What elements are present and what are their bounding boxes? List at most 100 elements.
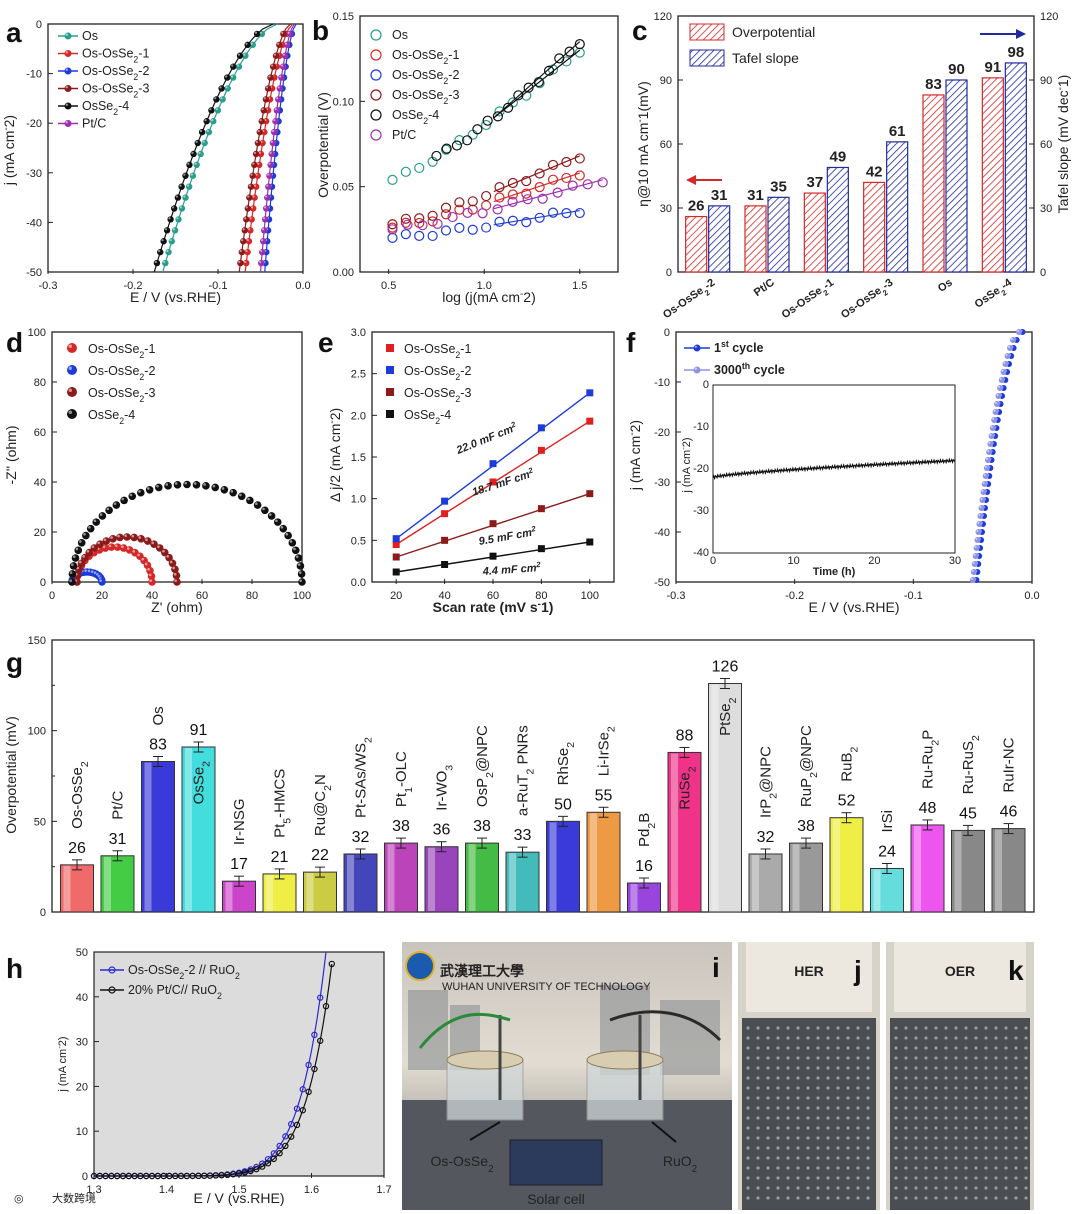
panel-d-point <box>173 481 182 489</box>
gas-bubble <box>904 1066 908 1070</box>
gas-bubble <box>1004 1166 1008 1170</box>
gas-bubble <box>796 1056 800 1060</box>
panel-f-point-highlight <box>970 577 973 580</box>
gas-bubble <box>786 1036 790 1040</box>
panel-d-point-highlight <box>151 541 155 545</box>
panel-a-point <box>167 216 174 223</box>
panel-h-point <box>299 1107 306 1114</box>
panel-g: 0 50 100 150 Overpotential (mV) g 26 Os-OsSe2 31… <box>3 635 1035 919</box>
panel-a-point <box>252 150 260 158</box>
panel-d-point <box>220 485 229 494</box>
gas-bubble <box>974 1176 978 1180</box>
panel-b-point <box>554 53 565 64</box>
panel-a-point-highlight <box>254 31 258 34</box>
gas-bubble <box>766 1056 770 1060</box>
panel-e-point <box>586 538 594 546</box>
panel-c-y-tick: 0 <box>666 267 672 279</box>
bar-sheen <box>873 869 881 911</box>
gas-bubble <box>914 1156 918 1160</box>
gas-bubble <box>856 1036 860 1040</box>
gas-bubble <box>746 1116 750 1120</box>
panel-a-curve <box>153 23 274 273</box>
overpotential-bar <box>262 873 297 913</box>
gas-bubble <box>994 1176 998 1180</box>
legend-marker-highlight <box>68 410 72 414</box>
slope-annotation: 4.4 mF cm2 <box>481 559 542 578</box>
panel-b-point <box>431 150 442 162</box>
gas-bubble <box>1004 1126 1008 1130</box>
gas-bubble <box>786 1026 790 1030</box>
gas-bubble <box>974 1096 978 1100</box>
panel-h-point <box>189 1172 196 1180</box>
panel-f-point <box>986 449 993 455</box>
panel-a-point-highlight <box>260 239 264 242</box>
inset-x-tick: 10 <box>788 555 800 567</box>
panel-i-photo: 武漢理工大學 WUHAN UNIVERSITY OF TECHNOLOGY i Os-… <box>402 942 732 1210</box>
panel-a-point-highlight <box>243 53 246 56</box>
panel-d-point <box>202 482 210 490</box>
panel-f-y-tick: -20 <box>654 427 670 439</box>
panel-b-point <box>472 124 483 135</box>
legend-marker <box>386 388 394 396</box>
gas-bubble <box>846 1086 850 1090</box>
gas-bubble <box>954 1036 958 1040</box>
panel-a-point <box>281 52 289 59</box>
gas-bubble <box>924 1156 928 1160</box>
gas-bubble <box>964 1166 968 1170</box>
panel-b-point <box>481 222 492 233</box>
bar-category: Pt/C <box>110 790 127 819</box>
panel-a-curve <box>259 23 296 273</box>
panel-d-point-highlight <box>110 536 113 539</box>
slope-annotation: 22.0 mF cm2 <box>453 419 520 457</box>
panel-d-point-highlight <box>169 560 173 564</box>
legend-marker <box>370 69 382 81</box>
panel-d-x-tick: 40 <box>146 590 158 602</box>
photo-label-left: Os-OsSe2 <box>430 1153 493 1175</box>
panel-d-x-tick: 20 <box>96 590 108 602</box>
gas-bubble <box>894 1086 898 1090</box>
gas-bubble <box>846 1156 850 1160</box>
university-logo-subtext: WUHAN UNIVERSITY OF TECHNOLOGY <box>442 981 651 993</box>
panel-a-point-highlight <box>253 151 257 154</box>
gas-bubble <box>974 1026 978 1030</box>
gas-bubble <box>826 1026 830 1030</box>
panel-b-point <box>492 111 503 122</box>
gas-bubble <box>1024 1166 1028 1170</box>
gas-bubble <box>806 1136 810 1140</box>
gas-bubble <box>964 1116 968 1120</box>
beaker-cap <box>586 1050 664 1070</box>
gas-bubble <box>816 1196 820 1200</box>
gas-bubble <box>914 1036 918 1040</box>
panel-i-letter: i <box>712 952 720 983</box>
gas-bubble <box>994 1076 998 1080</box>
gas-bubble <box>816 1156 820 1160</box>
university-logo-emblem <box>405 951 435 981</box>
panel-d-point-highlight <box>99 579 102 582</box>
panel-a-point <box>189 172 197 179</box>
gas-bubble <box>826 1056 830 1060</box>
gas-bubble <box>756 1116 760 1120</box>
gas-bubble <box>974 1076 978 1080</box>
panel-d: 0 20 40 60 80 100 0 20 40 60 80 100 Z' (ohm) -Z'' (oh… <box>3 327 311 615</box>
panel-d-point <box>296 562 305 570</box>
panel-b-point <box>440 209 452 220</box>
gas-bubble <box>826 1176 830 1180</box>
inset-y-tick: -30 <box>693 505 709 517</box>
panel-a-point <box>170 205 178 212</box>
overpotential-bar <box>465 842 499 913</box>
panel-a-point <box>254 139 262 147</box>
panel-e-xlabel: Scan rate (mV s-1) <box>433 599 554 616</box>
panel-b-point <box>507 196 518 207</box>
panel-b-point <box>454 222 465 233</box>
panel-f-point-highlight <box>990 425 993 429</box>
panel-c-y2-tick: 120 <box>1040 11 1058 23</box>
overpotential-value: 91 <box>984 59 1001 76</box>
panel-f-point-highlight <box>993 409 996 413</box>
panel-d-point-highlight <box>129 493 133 497</box>
gas-bubble <box>866 1146 870 1150</box>
panel-a-point <box>251 161 258 169</box>
gas-bubble <box>894 1186 898 1190</box>
panel-a-point-highlight <box>183 195 186 198</box>
panel-d-point-highlight <box>230 490 234 493</box>
gas-bubble <box>816 1026 820 1030</box>
